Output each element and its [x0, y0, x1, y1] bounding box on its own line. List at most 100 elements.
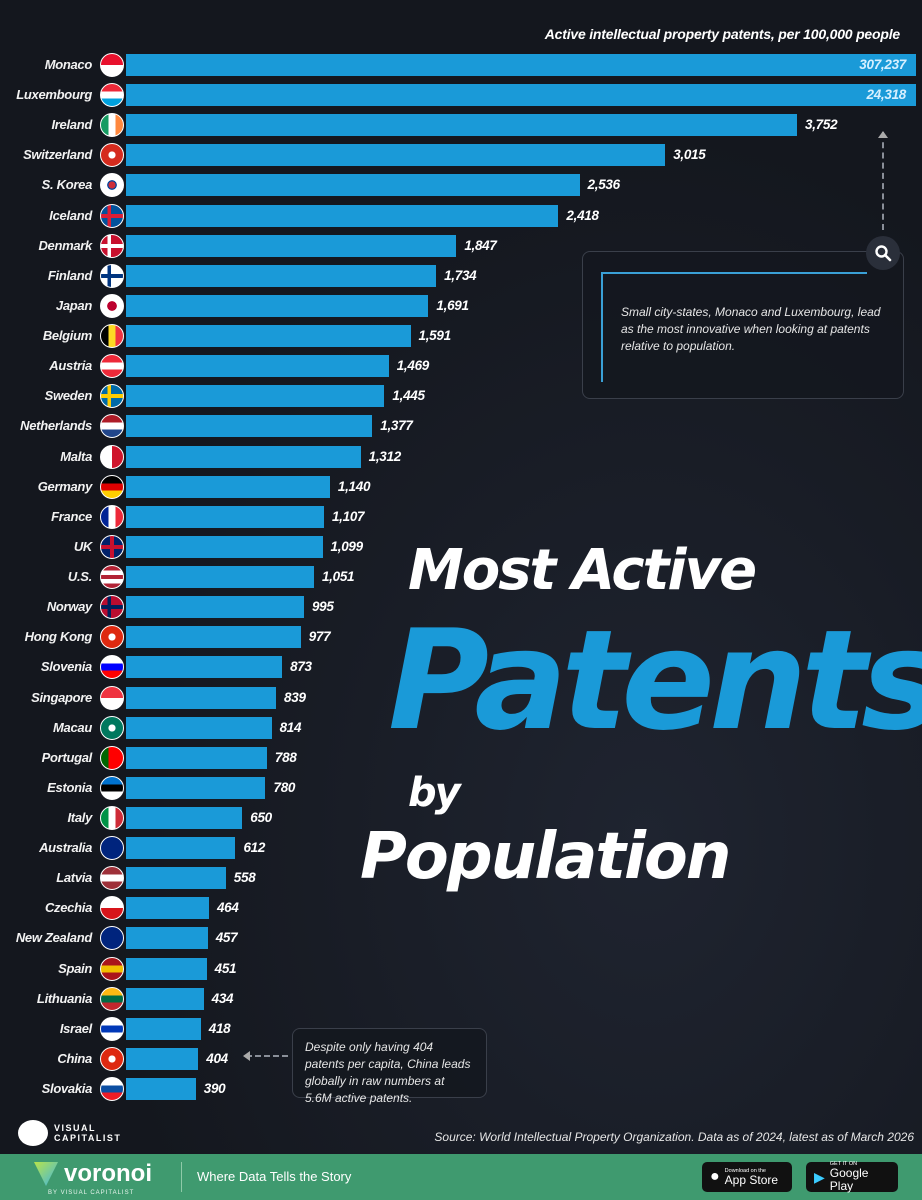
- flag-icon: [100, 474, 124, 499]
- voronoi-wordmark: voronoi: [64, 1160, 152, 1187]
- category-label: Iceland: [49, 207, 92, 223]
- bar-row: China 404: [0, 1046, 922, 1071]
- google-play-label: Google Play: [829, 1166, 869, 1193]
- flag-icon: [100, 53, 124, 77]
- bar: [126, 566, 314, 589]
- bar-row: Australia 612: [0, 836, 922, 861]
- bar-row: France 1,107: [0, 504, 922, 529]
- value-label: 1,734: [444, 267, 477, 283]
- value-label: 612: [243, 840, 266, 856]
- bar: [126, 1078, 196, 1101]
- value-label: 451: [214, 960, 237, 976]
- category-label: Slovenia: [40, 659, 92, 675]
- logo-text: VISUAL CAPITALIST: [54, 1123, 122, 1143]
- flag-icon: [100, 414, 124, 439]
- flag-icon: [100, 896, 124, 921]
- bar-row: Hong Kong 977: [0, 625, 922, 650]
- category-label: France: [51, 508, 92, 524]
- bar-row: Spain 451: [0, 956, 922, 981]
- visual-capitalist-logo: VISUAL CAPITALIST: [18, 1120, 122, 1146]
- bar: [126, 415, 373, 438]
- bar: [126, 776, 266, 799]
- voronoi-logo[interactable]: voronoi BY VISUAL CAPITALIST: [34, 1160, 152, 1196]
- title-line-3: by: [408, 770, 461, 816]
- divider: [181, 1162, 182, 1192]
- bar-row: Sweden 1,445: [0, 384, 922, 409]
- magnifier-icon: [866, 236, 900, 270]
- category-label: Luxembourg: [16, 87, 92, 103]
- value-label: 650: [250, 810, 272, 825]
- value-label: 780: [273, 779, 296, 795]
- flag-icon: [100, 866, 124, 891]
- accent-line: [601, 272, 867, 274]
- bar-row: Monaco 307,237: [0, 53, 922, 77]
- google-play-small: GET IT ON: [829, 1161, 858, 1167]
- value-label: 788: [274, 749, 297, 765]
- category-label: U.S.: [67, 569, 92, 585]
- bar: [126, 114, 797, 137]
- bar: [126, 1047, 199, 1070]
- bar: [126, 867, 226, 890]
- apple-icon: ●: [710, 1168, 720, 1185]
- app-store-button[interactable]: ● Download on the App Store: [702, 1162, 792, 1192]
- category-label: UK: [73, 538, 92, 554]
- value-label: 418: [208, 1020, 231, 1036]
- title-line-4: Population: [360, 820, 731, 894]
- bar: [126, 294, 429, 317]
- category-label: Latvia: [56, 870, 92, 886]
- annotation-text: Despite only having 404 patents per capi…: [305, 1040, 471, 1105]
- category-label: Israel: [59, 1020, 92, 1036]
- category-label: Hong Kong: [24, 629, 93, 645]
- category-label: New Zealand: [15, 930, 92, 946]
- bar-row: Slovakia 390: [0, 1077, 922, 1102]
- bar: [126, 174, 580, 197]
- bar-row: Norway 995: [0, 595, 922, 620]
- bar-row: Lithuania 434: [0, 986, 922, 1011]
- bar: [126, 264, 437, 287]
- value-label: 24,318: [866, 87, 907, 103]
- category-label: Finland: [47, 267, 92, 283]
- category-label: Singapore: [31, 689, 92, 705]
- value-label: 995: [311, 599, 334, 615]
- flag-icon: [100, 113, 124, 138]
- flag-icon: [100, 836, 124, 861]
- bar: [126, 325, 411, 348]
- flag-icon: [100, 203, 124, 228]
- value-label: 307,237: [859, 57, 906, 72]
- value-label: 1,099: [330, 538, 364, 554]
- value-label: 1,107: [331, 508, 365, 524]
- tagline: Where Data Tells the Story: [197, 1169, 352, 1184]
- flag-icon: [100, 625, 124, 650]
- arrow-left-icon: [243, 1051, 288, 1061]
- value-label: 2,536: [587, 177, 621, 193]
- category-label: Norway: [46, 599, 92, 615]
- category-label: Lithuania: [36, 990, 92, 1006]
- bar-row: Macau 814: [0, 715, 922, 740]
- google-play-button[interactable]: ▶ GET IT ON Google Play: [806, 1161, 898, 1193]
- bar: [126, 535, 323, 558]
- bar: [126, 626, 301, 649]
- value-label: 1,445: [392, 388, 425, 404]
- category-label: Estonia: [47, 779, 92, 795]
- flag-icon: [100, 444, 124, 469]
- flag-icon: [100, 986, 124, 1011]
- app-store-small: Download on the: [724, 1167, 766, 1174]
- bar-row: Slovenia 873: [0, 655, 922, 680]
- flag-icon: [100, 293, 124, 318]
- value-label: 1,591: [418, 328, 452, 344]
- value-label: 457: [215, 930, 238, 946]
- accent-line: [601, 272, 603, 382]
- flag-icon: [100, 1016, 124, 1041]
- bar: [126, 656, 283, 679]
- value-label: 814: [279, 719, 302, 735]
- bar-row: Switzerland 3,015: [0, 143, 922, 168]
- bar: [126, 445, 361, 468]
- bar-row: Italy 650: [0, 806, 922, 830]
- annotation-china: Despite only having 404 patents per capi…: [292, 1028, 487, 1105]
- bar-row: Finland 1,734: [0, 263, 922, 288]
- value-label: 1,469: [396, 358, 430, 374]
- bar-row: S. Korea 2,536: [0, 173, 922, 198]
- value-label: 2,418: [566, 207, 599, 223]
- bar-row: New Zealand 457: [0, 926, 922, 951]
- value-label: 839: [284, 689, 306, 705]
